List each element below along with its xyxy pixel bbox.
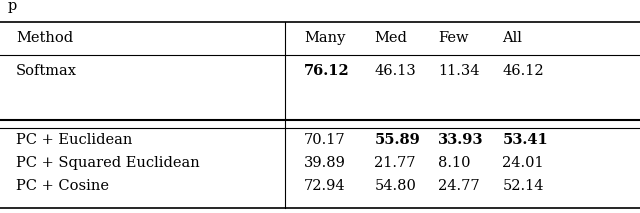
Text: 24.01: 24.01 — [502, 156, 544, 170]
Text: Method: Method — [16, 31, 73, 45]
Text: Softmax: Softmax — [16, 64, 77, 78]
Text: 8.10: 8.10 — [438, 156, 471, 170]
Text: p: p — [8, 0, 17, 13]
Text: 72.94: 72.94 — [304, 179, 346, 193]
Text: 70.17: 70.17 — [304, 133, 346, 147]
Text: Few: Few — [438, 31, 469, 45]
Text: 21.77: 21.77 — [374, 156, 416, 170]
Text: 46.12: 46.12 — [502, 64, 544, 78]
Text: PC + Cosine: PC + Cosine — [16, 179, 109, 193]
Text: 39.89: 39.89 — [304, 156, 346, 170]
Text: 52.14: 52.14 — [502, 179, 544, 193]
Text: 24.77: 24.77 — [438, 179, 480, 193]
Text: 55.89: 55.89 — [374, 133, 420, 147]
Text: 11.34: 11.34 — [438, 64, 480, 78]
Text: 33.93: 33.93 — [438, 133, 484, 147]
Text: 76.12: 76.12 — [304, 64, 349, 78]
Text: 53.41: 53.41 — [502, 133, 548, 147]
Text: 46.13: 46.13 — [374, 64, 416, 78]
Text: PC + Squared Euclidean: PC + Squared Euclidean — [16, 156, 200, 170]
Text: Med: Med — [374, 31, 407, 45]
Text: PC + Euclidean: PC + Euclidean — [16, 133, 132, 147]
Text: Many: Many — [304, 31, 346, 45]
Text: All: All — [502, 31, 522, 45]
Text: 54.80: 54.80 — [374, 179, 416, 193]
